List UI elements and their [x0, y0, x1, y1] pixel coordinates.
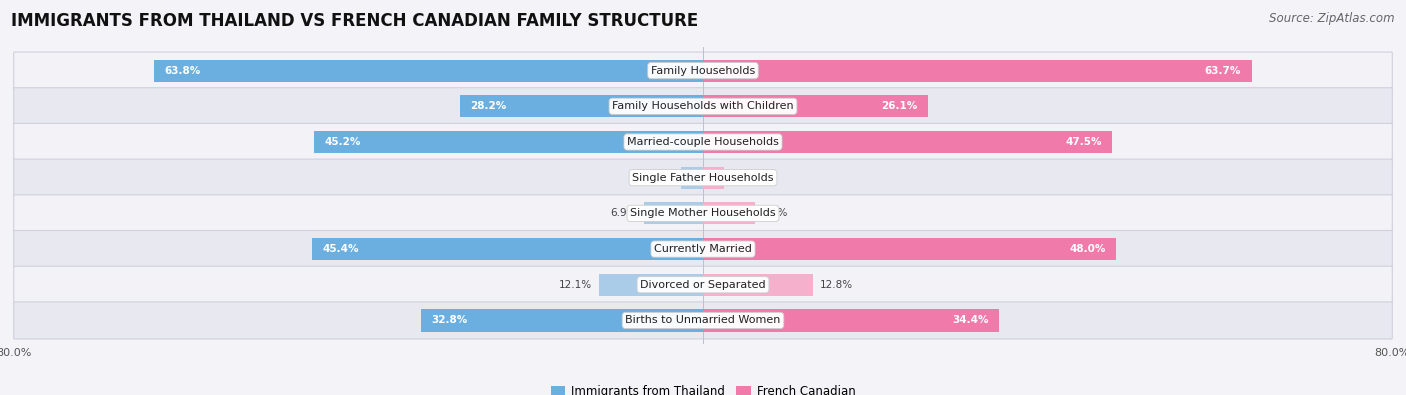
Text: Family Households with Children: Family Households with Children	[612, 101, 794, 111]
FancyBboxPatch shape	[14, 159, 1392, 196]
FancyBboxPatch shape	[14, 88, 1392, 125]
Text: 26.1%: 26.1%	[882, 101, 918, 111]
Text: 45.4%: 45.4%	[322, 244, 359, 254]
FancyBboxPatch shape	[14, 266, 1392, 303]
Text: Married-couple Households: Married-couple Households	[627, 137, 779, 147]
Bar	[312, 238, 703, 260]
Text: 12.1%: 12.1%	[558, 280, 592, 290]
Text: Currently Married: Currently Married	[654, 244, 752, 254]
FancyBboxPatch shape	[14, 195, 1392, 232]
Bar	[703, 238, 1116, 260]
Text: 63.8%: 63.8%	[165, 66, 200, 75]
FancyBboxPatch shape	[14, 52, 1392, 89]
Bar	[703, 309, 1000, 331]
Bar	[153, 60, 703, 82]
FancyBboxPatch shape	[14, 302, 1392, 339]
Bar	[420, 309, 703, 331]
Text: 48.0%: 48.0%	[1070, 244, 1107, 254]
Bar	[314, 131, 703, 153]
Text: Births to Unmarried Women: Births to Unmarried Women	[626, 316, 780, 325]
FancyBboxPatch shape	[14, 123, 1392, 160]
FancyBboxPatch shape	[14, 231, 1392, 268]
Text: Family Households: Family Households	[651, 66, 755, 75]
Bar	[682, 167, 703, 189]
Bar	[703, 95, 928, 117]
Bar	[644, 202, 703, 224]
Bar	[460, 95, 703, 117]
Text: Single Mother Households: Single Mother Households	[630, 209, 776, 218]
Bar	[703, 60, 1251, 82]
Text: Source: ZipAtlas.com: Source: ZipAtlas.com	[1270, 12, 1395, 25]
Bar	[703, 167, 724, 189]
Legend: Immigrants from Thailand, French Canadian: Immigrants from Thailand, French Canadia…	[546, 380, 860, 395]
Text: 34.4%: 34.4%	[952, 316, 988, 325]
Bar	[703, 274, 813, 296]
Text: 2.5%: 2.5%	[648, 173, 675, 182]
Bar	[703, 202, 755, 224]
Text: 6.9%: 6.9%	[610, 209, 637, 218]
Text: 47.5%: 47.5%	[1066, 137, 1102, 147]
Text: 12.8%: 12.8%	[820, 280, 853, 290]
Bar	[703, 131, 1112, 153]
Text: Single Father Households: Single Father Households	[633, 173, 773, 182]
Text: Divorced or Separated: Divorced or Separated	[640, 280, 766, 290]
Bar	[599, 274, 703, 296]
Text: 6.0%: 6.0%	[762, 209, 787, 218]
Text: IMMIGRANTS FROM THAILAND VS FRENCH CANADIAN FAMILY STRUCTURE: IMMIGRANTS FROM THAILAND VS FRENCH CANAD…	[11, 12, 699, 30]
Text: 45.2%: 45.2%	[323, 137, 360, 147]
Text: 63.7%: 63.7%	[1205, 66, 1241, 75]
Text: 28.2%: 28.2%	[471, 101, 506, 111]
Text: 32.8%: 32.8%	[430, 316, 467, 325]
Text: 2.4%: 2.4%	[731, 173, 756, 182]
